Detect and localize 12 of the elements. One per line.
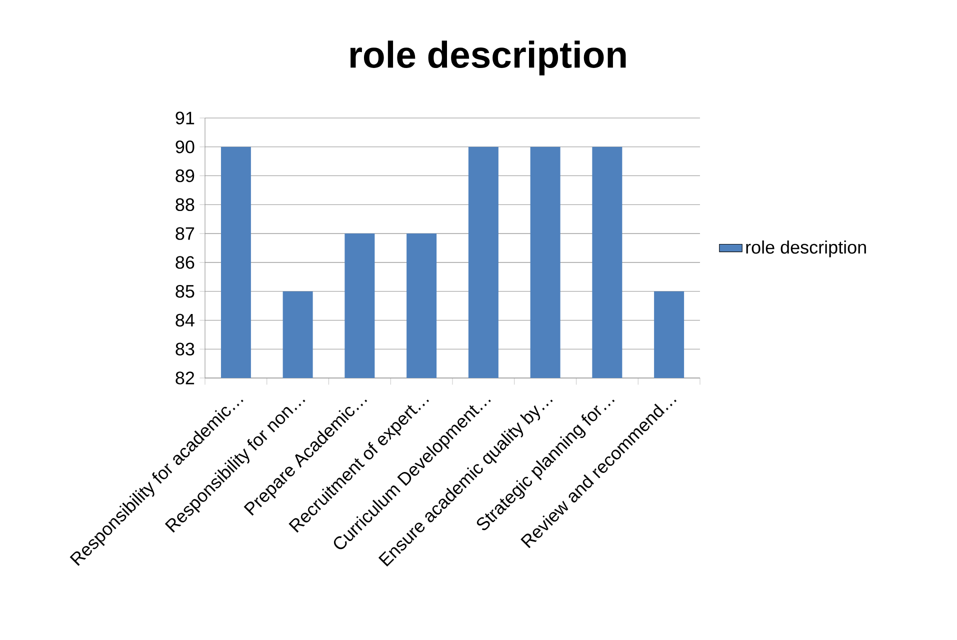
y-tick-label: 88 bbox=[176, 198, 194, 212]
y-tick-label: 83 bbox=[176, 342, 194, 356]
y-tick-label: 89 bbox=[176, 169, 194, 182]
y-tick-label: 85 bbox=[176, 284, 194, 298]
chart-title: role description bbox=[350, 40, 626, 76]
y-tick-label: 87 bbox=[176, 227, 194, 240]
y-tick-label: 90 bbox=[176, 140, 194, 154]
y-tick-label: 84 bbox=[176, 314, 194, 327]
y-tick-label: 86 bbox=[176, 256, 194, 269]
y-tick-label: 91 bbox=[176, 112, 194, 124]
y-tick-label: 82 bbox=[176, 372, 194, 384]
legend-label: role description bbox=[746, 240, 866, 258]
